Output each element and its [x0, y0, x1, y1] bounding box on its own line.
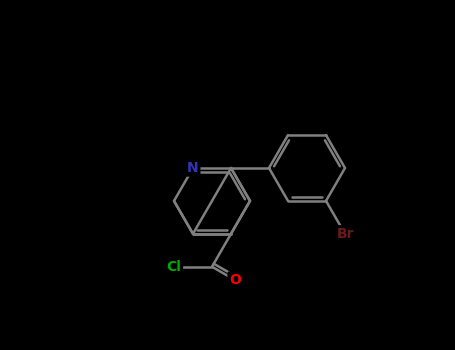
Text: O: O	[229, 273, 241, 287]
Text: Cl: Cl	[167, 260, 182, 274]
Text: Br: Br	[336, 227, 354, 241]
Text: N: N	[187, 161, 199, 175]
